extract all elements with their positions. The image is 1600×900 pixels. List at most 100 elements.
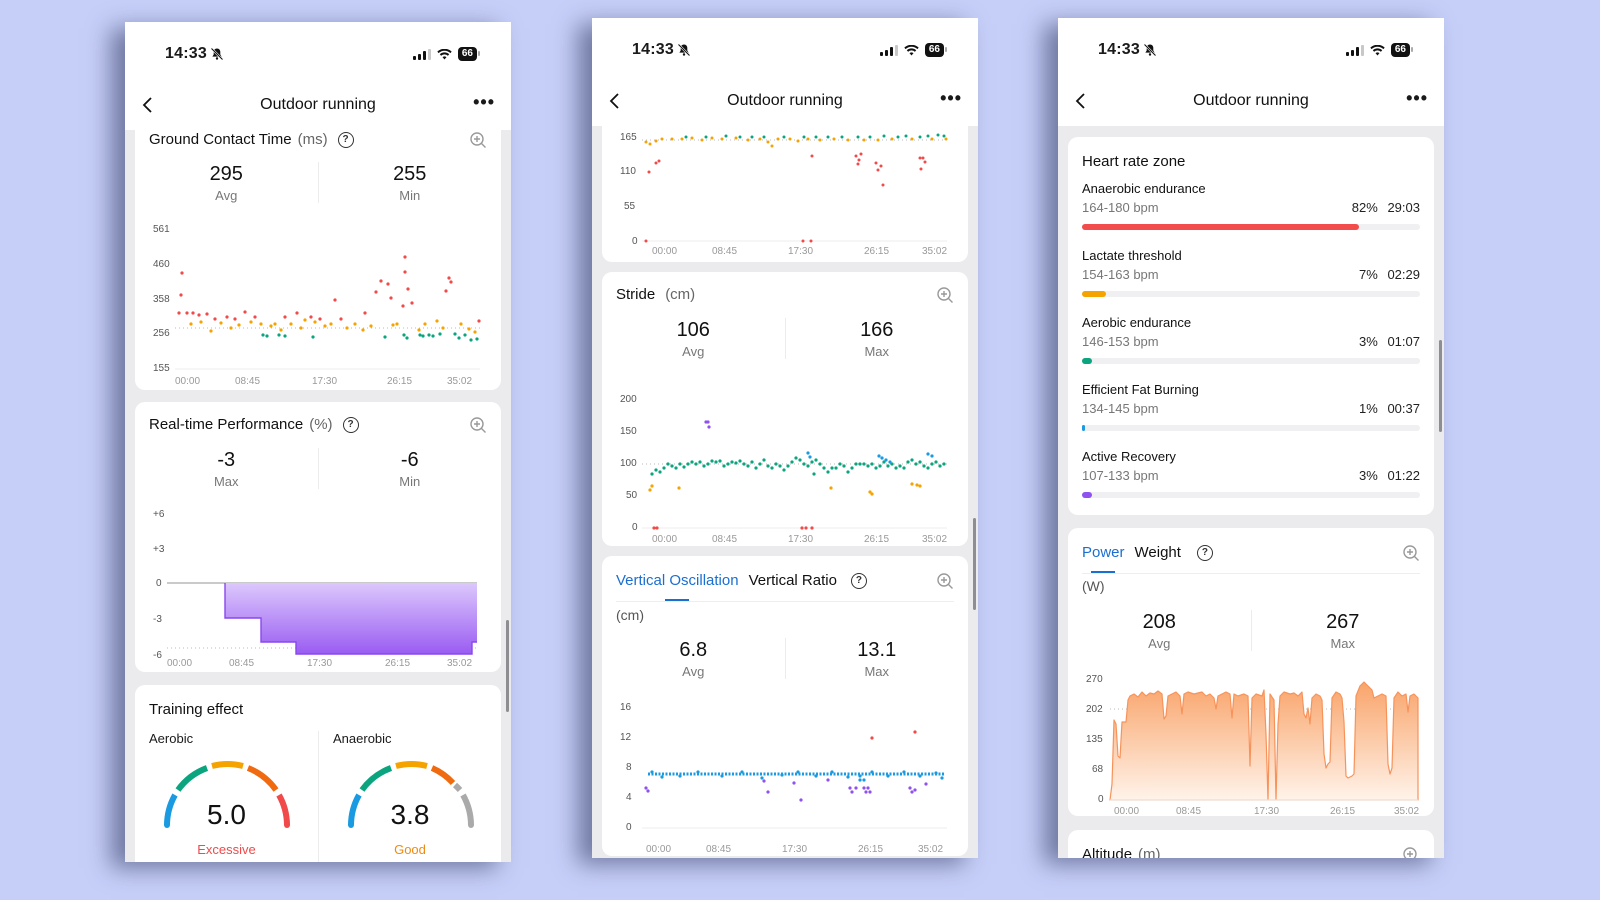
- help-icon[interactable]: ?: [342, 416, 359, 433]
- tab-weight[interactable]: Weight: [1134, 544, 1181, 561]
- svg-text:00:00: 00:00: [652, 246, 677, 257]
- stride-scatter-chart[interactable]: 200 150 100 50 0 00:00 0: [602, 382, 968, 546]
- svg-text:26:15: 26:15: [385, 658, 410, 669]
- stat-value: 6.8: [679, 639, 708, 661]
- stat-max: 267 Max: [1250, 610, 1435, 651]
- zoom-in-icon[interactable]: [469, 416, 487, 434]
- status-bar: 14:33 66: [632, 40, 948, 60]
- tab-vertical-ratio[interactable]: Vertical Ratio: [748, 572, 837, 589]
- hr-zone-aerobic-endurance[interactable]: Aerobic endurance 146-153 bpm 3% 01:07: [1082, 315, 1420, 364]
- stat-label: Max: [864, 664, 890, 679]
- stats-row: 6.8 Avg 13.1 Max: [602, 638, 968, 679]
- status-time: 14:33: [165, 45, 207, 62]
- svg-text:0: 0: [626, 822, 632, 833]
- back-arrow-icon[interactable]: [1074, 91, 1088, 111]
- tab-vertical-oscillation[interactable]: Vertical Oscillation: [616, 572, 739, 589]
- help-icon[interactable]: ?: [1196, 544, 1213, 561]
- hr-zone-efficient-fat-burning[interactable]: Efficient Fat Burning 134-145 bpm 1% 00:3…: [1082, 382, 1420, 431]
- scroll-content[interactable]: 165 110 55 0 00:00: [592, 126, 978, 858]
- gauge-status: Good: [394, 842, 426, 857]
- more-options-icon[interactable]: •••: [940, 88, 962, 108]
- stat-label: Max: [1330, 636, 1356, 651]
- card-title-text: Real-time Performance: [149, 416, 304, 433]
- svg-text:26:15: 26:15: [1330, 806, 1355, 816]
- stat-value: 255: [393, 163, 427, 185]
- svg-text:16: 16: [620, 702, 632, 713]
- zoom-in-icon[interactable]: [469, 131, 487, 149]
- zone-progress-track: [1082, 358, 1420, 364]
- hr-zone-active-recovery[interactable]: Active Recovery 107-133 bpm 3% 01:22: [1082, 449, 1420, 498]
- page-title: Outdoor running: [260, 96, 376, 113]
- more-options-icon[interactable]: •••: [473, 92, 495, 112]
- svg-text:-3: -3: [153, 614, 162, 625]
- svg-text:+6: +6: [153, 509, 165, 520]
- status-time: 14:33: [1098, 41, 1140, 58]
- stat-value: 13.1: [857, 639, 897, 661]
- zoom-in-icon[interactable]: [936, 286, 954, 304]
- hr-zone-lactate-threshold[interactable]: Lactate threshold 154-163 bpm 7% 02:29: [1082, 248, 1420, 297]
- stat-value: -6: [400, 449, 419, 471]
- status-time: 14:33: [632, 41, 674, 58]
- phone-screen-2: 14:33 66 Outdoor running ••• 165 110 55 …: [592, 18, 978, 858]
- power-area-chart[interactable]: 270 202 135 68 0 00:00 08:45 17:30 26:15…: [1068, 664, 1434, 816]
- back-arrow-icon[interactable]: [608, 91, 622, 111]
- card-title-text: Altitude: [1082, 846, 1133, 858]
- help-icon[interactable]: ?: [850, 572, 867, 589]
- svg-text:08:45: 08:45: [1176, 806, 1201, 816]
- back-arrow-icon[interactable]: [141, 95, 155, 115]
- svg-text:17:30: 17:30: [788, 534, 813, 545]
- more-options-icon[interactable]: •••: [1406, 88, 1428, 108]
- zone-progress-fill: [1082, 425, 1086, 431]
- zone-progress-track: [1082, 291, 1420, 297]
- rtp-step-chart[interactable]: +6 +3 0 -3 -6 00:00 08:45 17:30 26:15 35…: [135, 502, 501, 672]
- svg-text:17:30: 17:30: [312, 376, 337, 387]
- gct-scatter-chart[interactable]: 561 460 358 256 155: [135, 218, 501, 388]
- svg-text:26:15: 26:15: [864, 246, 889, 257]
- svg-text:08:45: 08:45: [706, 844, 731, 855]
- zone-range: 154-163 bpm: [1082, 267, 1159, 282]
- scroll-content[interactable]: Heart rate zone Anaerobic endurance 164-…: [1058, 126, 1444, 858]
- svg-text:08:45: 08:45: [712, 534, 737, 545]
- svg-text:165: 165: [620, 132, 637, 143]
- svg-text:00:00: 00:00: [167, 658, 192, 669]
- svg-text:17:30: 17:30: [307, 658, 332, 669]
- zone-name: Lactate threshold: [1082, 248, 1182, 263]
- zoom-in-icon[interactable]: [936, 572, 954, 590]
- anaerobic-gauge-arc: [348, 761, 474, 828]
- vertical-oscillation-scatter-chart[interactable]: 16 12 8 4 0 00:00 08:4: [602, 692, 968, 856]
- svg-text:00:00: 00:00: [646, 844, 671, 855]
- stat-value: -3: [217, 449, 236, 471]
- zoom-in-icon[interactable]: [1402, 544, 1420, 562]
- anaerobic-gauge: Anaerobic 3.8 Good: [318, 731, 501, 862]
- zone-percent: 82%: [1351, 200, 1378, 215]
- power-card: Power Weight ? (W) 208 Avg 267 Max: [1068, 528, 1434, 816]
- tab-power[interactable]: Power: [1082, 544, 1125, 561]
- zoom-in-icon[interactable]: [1402, 846, 1420, 858]
- svg-text:0: 0: [1098, 794, 1104, 805]
- svg-text:08:45: 08:45: [235, 376, 260, 387]
- scrollbar[interactable]: [973, 518, 976, 610]
- scrollbar[interactable]: [1439, 340, 1442, 432]
- wifi-icon: [1370, 44, 1385, 55]
- svg-text:0: 0: [156, 578, 162, 589]
- scrollbar[interactable]: [506, 620, 509, 712]
- card-title: Ground Contact Time (ms) ?: [149, 131, 354, 148]
- ground-contact-time-card: Ground Contact Time (ms) ? 295 Avg 255 Min…: [135, 122, 501, 390]
- cadence-scatter-chart[interactable]: 165 110 55 0 00:00: [602, 126, 968, 262]
- nav-bar: Outdoor running •••: [125, 92, 511, 118]
- hr-zone-anaerobic-endurance[interactable]: Anaerobic endurance 164-180 bpm 82% 29:03: [1082, 181, 1420, 230]
- vertical-oscillation-card: Vertical Oscillation Vertical Ratio ? (c…: [602, 556, 968, 856]
- svg-text:135: 135: [1086, 734, 1103, 745]
- svg-text:26:15: 26:15: [858, 844, 883, 855]
- scroll-content[interactable]: Ground Contact Time (ms) ? 295 Avg 255 Min…: [125, 122, 511, 862]
- zone-range: 134-145 bpm: [1082, 401, 1159, 416]
- stat-value: 295: [209, 163, 243, 185]
- stat-value: 106: [676, 319, 710, 341]
- help-icon[interactable]: ?: [337, 131, 354, 148]
- svg-text:08:45: 08:45: [712, 246, 737, 257]
- altitude-card: Altitude (m): [1068, 830, 1434, 858]
- svg-text:460: 460: [153, 259, 170, 270]
- stat-avg: 106 Avg: [602, 318, 785, 359]
- svg-text:00:00: 00:00: [175, 376, 200, 387]
- stats-row: -3 Max -6 Min: [135, 448, 501, 489]
